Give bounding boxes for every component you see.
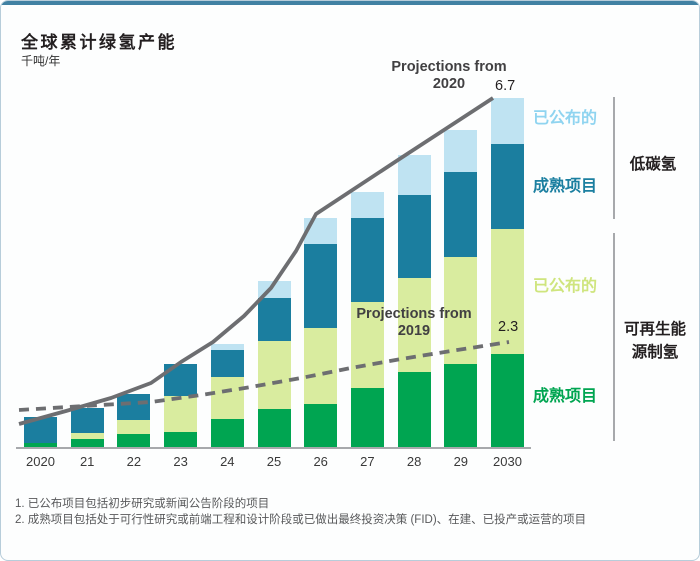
x-axis-label-26: 26 (313, 454, 328, 469)
legend-announced-low-carbon: 已公布的 (533, 110, 598, 127)
x-axis-label-2020: 2020 (26, 454, 55, 469)
bar-segment-2030 (491, 353, 524, 448)
bar-segment-23 (164, 395, 198, 433)
x-axis-label-24: 24 (220, 454, 235, 469)
bar-segment-24 (210, 377, 244, 420)
x-axis-label-25: 25 (266, 454, 282, 469)
bar-segment-29 (444, 364, 478, 448)
x-axis-label-22: 22 (126, 454, 142, 469)
projection-2020-end-value: 6.7 (495, 78, 516, 94)
bar-segment-25 (257, 340, 291, 409)
bar-segment-21 (70, 439, 104, 448)
bracket-label-renewable: 可再生能源制氢 (623, 321, 686, 361)
legend-mature-renewable: 成熟项目 (533, 388, 598, 405)
x-axis-label-2030: 2030 (493, 454, 522, 469)
legend-mature-low-carbon: 成熟项目 (533, 178, 598, 195)
legend-announced-renewable: 已公布的 (533, 278, 598, 295)
footnote-1: 1. 已公布项目包括初步研究或新闻公告阶段的项目 (15, 498, 270, 510)
bar-segment-26 (304, 244, 338, 328)
bar-segment-28 (397, 155, 431, 195)
bar-segment-28 (397, 372, 431, 448)
projection-2020-label: Projections from 2020 (391, 59, 507, 92)
bar-segment-2030 (491, 143, 524, 229)
x-axis-label-27: 27 (360, 454, 375, 469)
bar-segment-24 (210, 419, 244, 448)
bar-segment-25 (257, 280, 291, 299)
bar-segment-28 (397, 194, 431, 279)
bar-segment-27 (350, 218, 384, 302)
footnote-2: 2. 成熟项目包括处于可行性研究或前端工程和设计阶段或已做出最终投资决策 (FI… (15, 514, 587, 526)
x-axis-label-29: 29 (453, 454, 469, 469)
bar-segment-2030 (491, 228, 524, 354)
projection-2019-label: Projections from 2019 (356, 306, 472, 339)
bar-segment-2020 (24, 442, 57, 448)
bar-segment-26 (304, 403, 338, 448)
bar-segment-2020 (24, 416, 57, 443)
bar-segment-22 (117, 393, 151, 420)
top-accent-bar (1, 1, 699, 5)
x-axis-line (16, 447, 531, 449)
bar-segment-24 (210, 350, 244, 378)
bar-segment-22 (117, 433, 151, 448)
bracket-line-renewable (613, 233, 615, 441)
bar-segment-29 (444, 130, 478, 173)
bar-segment-21 (70, 433, 104, 440)
bar-segment-23 (164, 364, 198, 396)
bar-segment-27 (350, 192, 384, 219)
bar-segment-25 (257, 408, 291, 448)
bar-segment-26 (304, 218, 338, 245)
bar-segment-2030 (491, 98, 524, 144)
page-subtitle: 千吨/年 (21, 54, 61, 68)
bracket-label-low-carbon: 低碳氢 (629, 156, 677, 173)
bar-segment-23 (164, 432, 198, 448)
x-axis-label-28: 28 (406, 454, 422, 469)
bar-segment-25 (257, 298, 291, 341)
bar-segment-24 (210, 344, 244, 351)
bar-segment-21 (70, 408, 104, 434)
bracket-line-low-carbon (613, 97, 615, 219)
bar-segment-29 (444, 172, 478, 258)
projection-2019-end-value: 2.3 (498, 319, 519, 335)
bar-segment-22 (117, 419, 151, 434)
page-title: 全球累计绿氢产能 (21, 33, 177, 52)
x-axis-label-21: 21 (79, 454, 95, 469)
bar-segment-26 (304, 327, 338, 404)
x-axis-label-23: 23 (173, 454, 188, 469)
bar-segment-27 (350, 387, 384, 448)
